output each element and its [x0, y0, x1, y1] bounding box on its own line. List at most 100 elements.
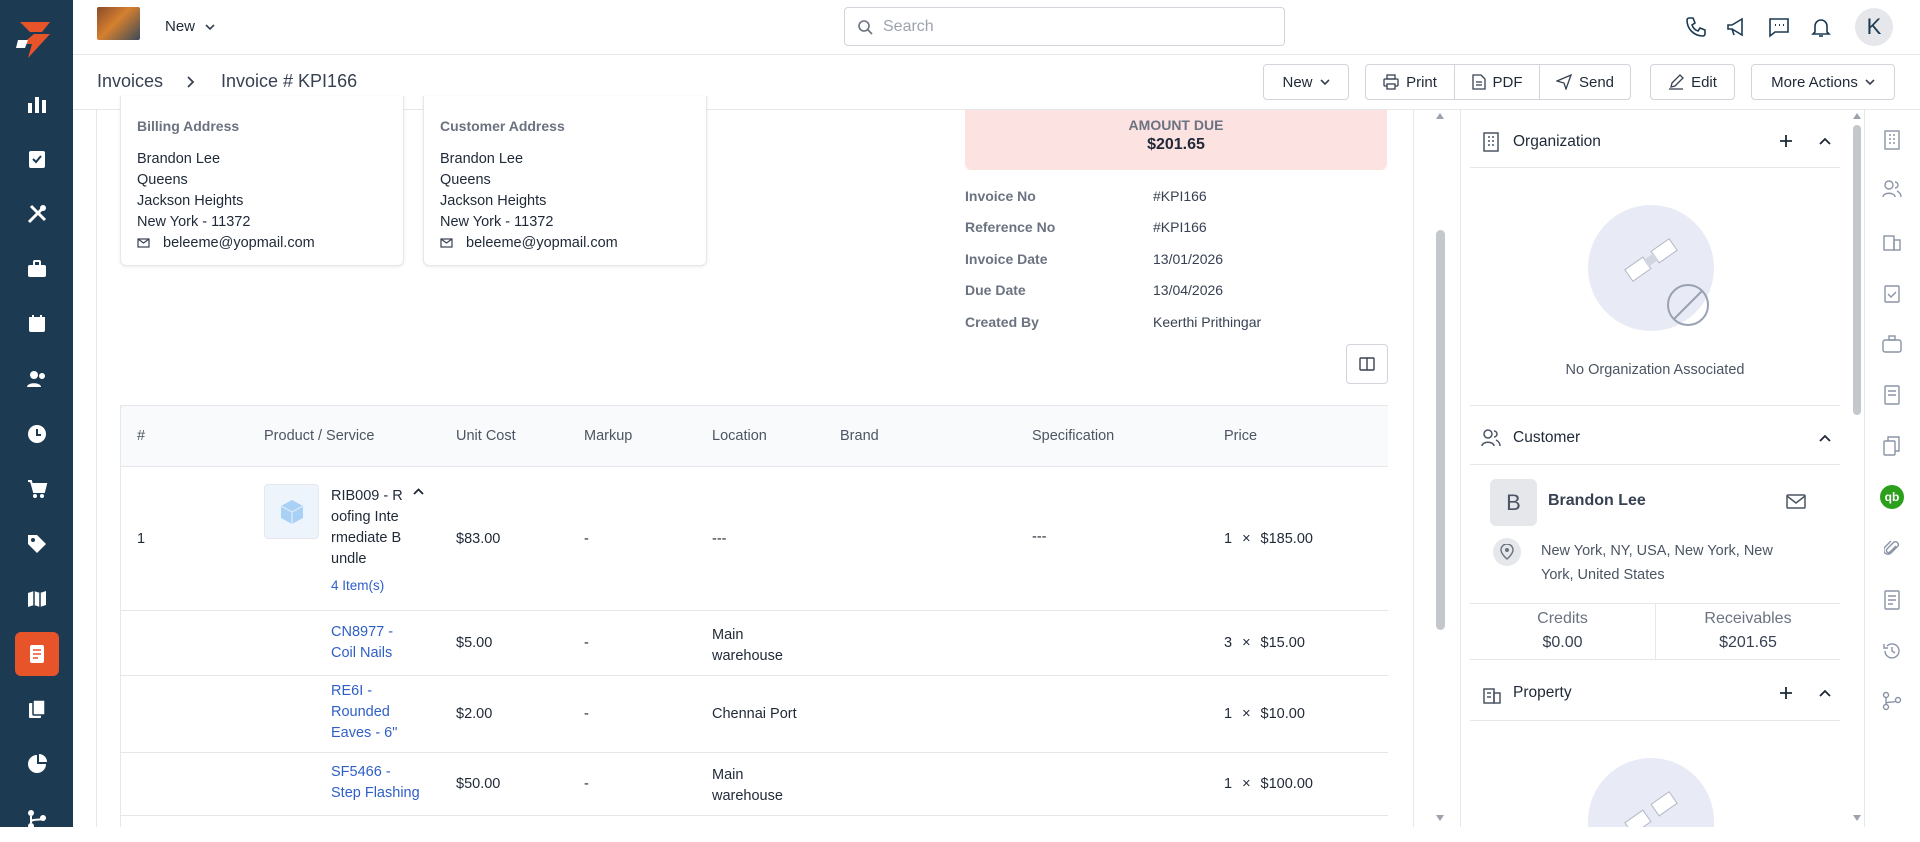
- nav-invoices-icon[interactable]: [0, 631, 73, 677]
- printer-icon: [1383, 74, 1399, 90]
- unit-cost: $2.00: [456, 706, 493, 722]
- megaphone-icon[interactable]: [1725, 15, 1749, 39]
- nav-workflow-icon[interactable]: [0, 796, 73, 842]
- price-cell: 1 × $100.00: [1224, 776, 1313, 792]
- customer-name-link[interactable]: Brandon Lee: [1548, 492, 1646, 509]
- column-header: Location: [712, 428, 767, 444]
- property-building-icon: [1483, 688, 1501, 704]
- stats-divider: [1655, 603, 1656, 659]
- new-dropdown-button[interactable]: New: [1263, 64, 1349, 100]
- organization-icon[interactable]: [1883, 130, 1901, 150]
- top-bar: New Search K: [73, 0, 1920, 55]
- nav-jobs-icon[interactable]: [0, 246, 73, 292]
- product-link[interactable]: CN8977 - Coil Nails: [331, 622, 393, 664]
- product-name-line: SF5466 -: [331, 764, 391, 780]
- billing-address-line: Jackson Heights: [137, 193, 244, 209]
- nav-tag-icon[interactable]: [0, 521, 73, 567]
- phone-icon[interactable]: [1684, 15, 1708, 39]
- unit-cost: $50.00: [456, 776, 501, 792]
- product-link[interactable]: SF5466 - Step Flashing: [331, 762, 420, 804]
- user-avatar[interactable]: K: [1855, 8, 1893, 46]
- nav-calendar-icon[interactable]: [0, 301, 73, 347]
- add-organization-icon[interactable]: [1779, 134, 1793, 148]
- detail-value: #KPI166: [1153, 188, 1207, 204]
- chevron-up-icon[interactable]: [412, 487, 425, 497]
- copy-icon[interactable]: [1883, 436, 1901, 456]
- column-header: Unit Cost: [456, 428, 516, 444]
- price: $15.00: [1260, 635, 1305, 651]
- nav-reports-icon[interactable]: [0, 741, 73, 787]
- column-toggle-button[interactable]: [1346, 344, 1388, 384]
- quickbooks-icon[interactable]: qb: [1880, 485, 1904, 509]
- product-name-line: Step Flashing: [331, 785, 420, 801]
- scroll-down-arrow[interactable]: [1435, 814, 1445, 822]
- product-link[interactable]: RE6I - Rounded Eaves - 6": [331, 681, 397, 744]
- pdf-button[interactable]: PDF: [1454, 64, 1540, 100]
- briefcase-icon[interactable]: [1882, 335, 1902, 353]
- email-icon[interactable]: [1786, 494, 1806, 509]
- more-actions-button[interactable]: More Actions: [1751, 64, 1895, 100]
- print-button[interactable]: Print: [1365, 64, 1455, 100]
- price: $185.00: [1260, 531, 1313, 547]
- property-empty-illustration: [1588, 758, 1714, 827]
- nav-map-icon[interactable]: [0, 576, 73, 622]
- nav-documents-icon[interactable]: [0, 686, 73, 732]
- location-line: Main: [712, 767, 744, 783]
- chevron-up-icon[interactable]: [1818, 136, 1832, 146]
- unit-cost: $83.00: [456, 531, 501, 547]
- nav-contacts-icon[interactable]: [0, 356, 73, 402]
- scroll-up-arrow[interactable]: [1435, 112, 1445, 120]
- clipboard-check-icon[interactable]: [1884, 283, 1900, 303]
- bell-icon[interactable]: [1809, 15, 1833, 39]
- company-logo-image[interactable]: [97, 7, 140, 40]
- customer-address-line: Brandon Lee: [440, 151, 524, 167]
- chevron-up-icon[interactable]: [1818, 688, 1832, 698]
- notes-icon[interactable]: [1884, 590, 1900, 610]
- search-input[interactable]: Search: [844, 7, 1285, 46]
- mail-icon: [440, 238, 453, 248]
- location: Chennai Port: [712, 706, 797, 722]
- chevron-up-icon[interactable]: [1818, 433, 1832, 443]
- customer-title: Customer: [1513, 429, 1581, 446]
- nav-dashboard-icon[interactable]: [0, 81, 73, 127]
- estimate-icon[interactable]: [1884, 385, 1900, 405]
- app-logo[interactable]: [14, 18, 58, 60]
- send-button[interactable]: Send: [1539, 64, 1631, 100]
- edit-button[interactable]: Edit: [1650, 64, 1735, 100]
- mail-icon: [137, 238, 150, 248]
- panel-scroll-up-arrow[interactable]: [1852, 112, 1862, 120]
- nav-timesheet-icon[interactable]: [0, 411, 73, 457]
- property-icon[interactable]: [1882, 231, 1902, 251]
- amount-due-value: $201.65: [1147, 136, 1205, 153]
- chat-icon[interactable]: [1767, 15, 1791, 39]
- price-cell: 1 × $10.00: [1224, 706, 1305, 722]
- nav-cart-icon[interactable]: [0, 466, 73, 512]
- detail-label: Invoice Date: [965, 251, 1048, 267]
- nav-tasks-icon[interactable]: [0, 136, 73, 182]
- chevron-down-icon: [1319, 79, 1330, 86]
- panel-scroll-down-arrow[interactable]: [1852, 814, 1862, 822]
- workflow-icon[interactable]: [1882, 691, 1902, 711]
- price-cell: 3 × $15.00: [1224, 635, 1305, 651]
- column-header: Brand: [840, 428, 879, 444]
- billing-address-line: Brandon Lee: [137, 151, 221, 167]
- history-icon[interactable]: [1882, 641, 1902, 661]
- customer-address: New York, NY, USA, New York, New York, U…: [1541, 539, 1773, 587]
- contacts-icon[interactable]: [1882, 180, 1902, 198]
- main-scrollbar-thumb[interactable]: [1436, 230, 1445, 630]
- detail-value: Keerthi Prithingar: [1153, 314, 1262, 330]
- product-name-line: Rounded: [331, 704, 390, 720]
- add-property-icon[interactable]: [1779, 686, 1793, 700]
- column-header: Product / Service: [264, 428, 375, 444]
- panel-scrollbar-thumb[interactable]: [1853, 125, 1861, 415]
- new-menu[interactable]: New: [165, 18, 215, 35]
- breadcrumb-invoices-link[interactable]: Invoices: [97, 71, 164, 91]
- paperclip-icon[interactable]: [1884, 538, 1900, 558]
- billing-email: beleeme@yopmail.com: [137, 235, 315, 251]
- customer-address-title: Customer Address: [440, 118, 565, 134]
- customer-avatar: B: [1490, 479, 1537, 526]
- search-icon: [858, 19, 873, 35]
- customer-address-line: Queens: [440, 172, 491, 188]
- nav-tools-icon[interactable]: [0, 191, 73, 237]
- bundle-items-link[interactable]: 4 Item(s): [331, 578, 385, 593]
